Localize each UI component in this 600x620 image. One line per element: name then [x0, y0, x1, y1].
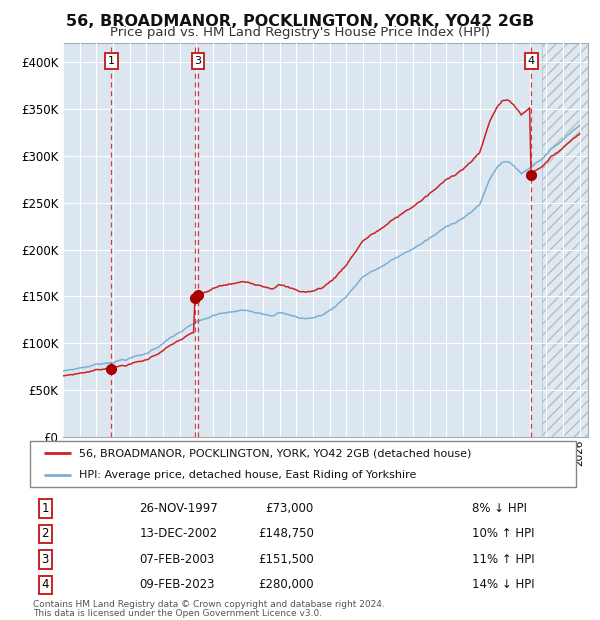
Text: 3: 3: [194, 56, 202, 66]
Text: 56, BROADMANOR, POCKLINGTON, YORK, YO42 2GB: 56, BROADMANOR, POCKLINGTON, YORK, YO42 …: [66, 14, 534, 29]
Text: £280,000: £280,000: [258, 578, 314, 591]
Text: 13-DEC-2002: 13-DEC-2002: [139, 528, 217, 541]
Text: 8% ↓ HPI: 8% ↓ HPI: [472, 502, 527, 515]
FancyBboxPatch shape: [30, 441, 576, 487]
Text: 4: 4: [528, 56, 535, 66]
Text: 14% ↓ HPI: 14% ↓ HPI: [472, 578, 535, 591]
Text: 26-NOV-1997: 26-NOV-1997: [139, 502, 218, 515]
Text: Contains HM Land Registry data © Crown copyright and database right 2024.: Contains HM Land Registry data © Crown c…: [33, 600, 385, 609]
Text: £151,500: £151,500: [258, 553, 314, 566]
Text: HPI: Average price, detached house, East Riding of Yorkshire: HPI: Average price, detached house, East…: [79, 470, 416, 480]
Text: 1: 1: [41, 502, 49, 515]
Text: 3: 3: [41, 553, 49, 566]
Text: 09-FEB-2023: 09-FEB-2023: [139, 578, 215, 591]
Text: 4: 4: [41, 578, 49, 591]
Text: £148,750: £148,750: [258, 528, 314, 541]
Text: This data is licensed under the Open Government Licence v3.0.: This data is licensed under the Open Gov…: [33, 609, 322, 618]
Text: 56, BROADMANOR, POCKLINGTON, YORK, YO42 2GB (detached house): 56, BROADMANOR, POCKLINGTON, YORK, YO42 …: [79, 448, 472, 458]
Text: 2: 2: [41, 528, 49, 541]
Text: £73,000: £73,000: [266, 502, 314, 515]
Text: 11% ↑ HPI: 11% ↑ HPI: [472, 553, 535, 566]
Text: 1: 1: [108, 56, 115, 66]
Bar: [542, 43, 588, 437]
Text: 10% ↑ HPI: 10% ↑ HPI: [472, 528, 535, 541]
Text: Price paid vs. HM Land Registry's House Price Index (HPI): Price paid vs. HM Land Registry's House …: [110, 26, 490, 39]
Text: 07-FEB-2003: 07-FEB-2003: [139, 553, 215, 566]
